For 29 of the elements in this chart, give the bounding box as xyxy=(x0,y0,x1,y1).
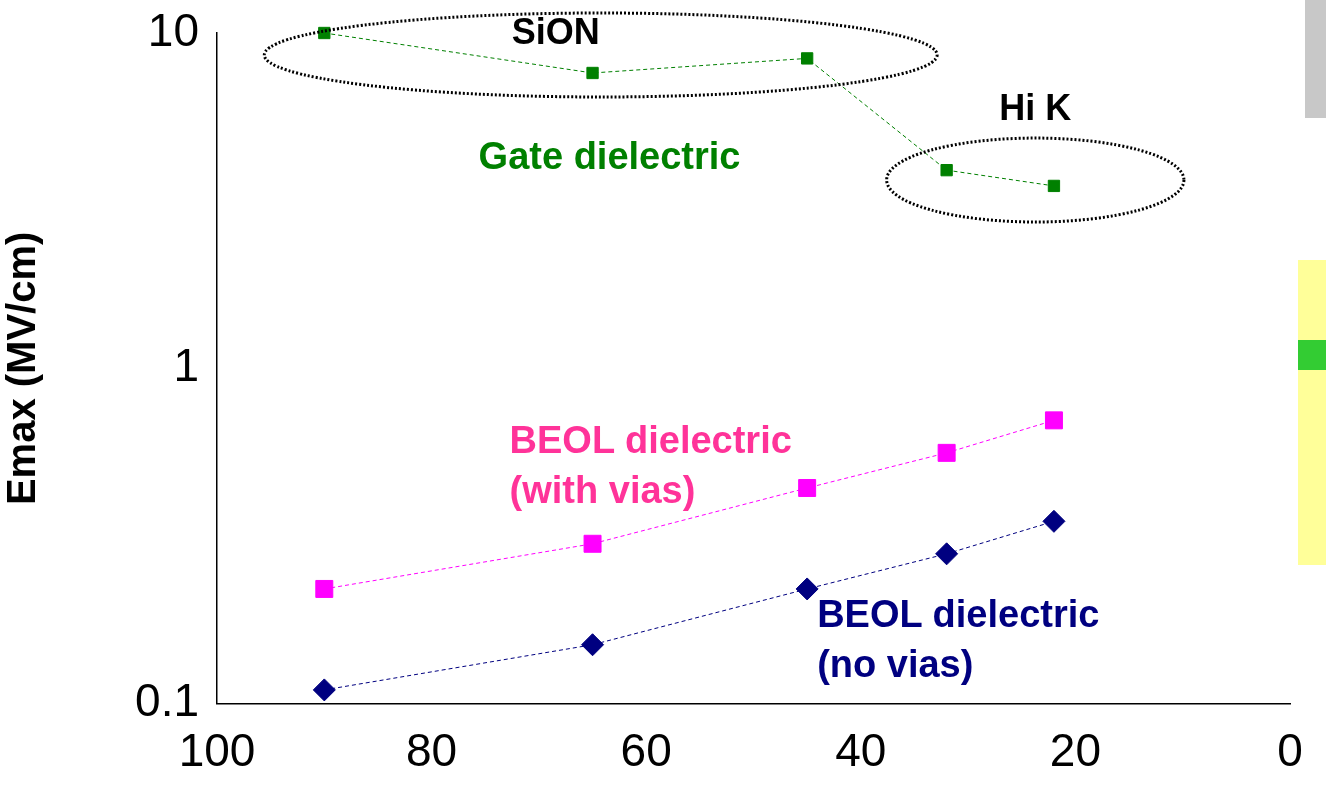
series-label: Gate dielectric xyxy=(478,135,741,178)
point xyxy=(315,579,334,598)
y-axis-title: Emax (MV/cm) xyxy=(0,231,44,506)
point xyxy=(798,479,817,497)
point xyxy=(940,164,953,177)
y-tick-label: 10 xyxy=(147,3,199,56)
x-tick-label: 80 xyxy=(406,724,458,777)
point xyxy=(935,542,959,566)
annotation: SiON xyxy=(511,10,600,52)
x-tick-label: 0 xyxy=(1277,724,1303,777)
point xyxy=(586,66,599,80)
point xyxy=(583,534,602,553)
point xyxy=(1042,509,1066,533)
point xyxy=(312,678,336,702)
series-label: BEOL dielectric (with vias) xyxy=(509,419,792,512)
series-label: BEOL dielectric (no vias) xyxy=(817,593,1100,686)
point xyxy=(937,443,956,462)
x-tick-label: 100 xyxy=(178,724,256,777)
x-tick-label: 40 xyxy=(835,724,887,777)
point xyxy=(800,52,814,65)
point xyxy=(581,633,605,657)
y-tick-label: 0.1 xyxy=(135,674,199,727)
annotation: Hi K xyxy=(999,86,1072,128)
y-tick-label: 1 xyxy=(173,339,199,392)
point xyxy=(1047,179,1061,193)
x-tick-label: 60 xyxy=(620,724,672,777)
point xyxy=(1044,411,1063,430)
x-tick-label: 20 xyxy=(1049,724,1101,777)
point xyxy=(795,577,819,601)
